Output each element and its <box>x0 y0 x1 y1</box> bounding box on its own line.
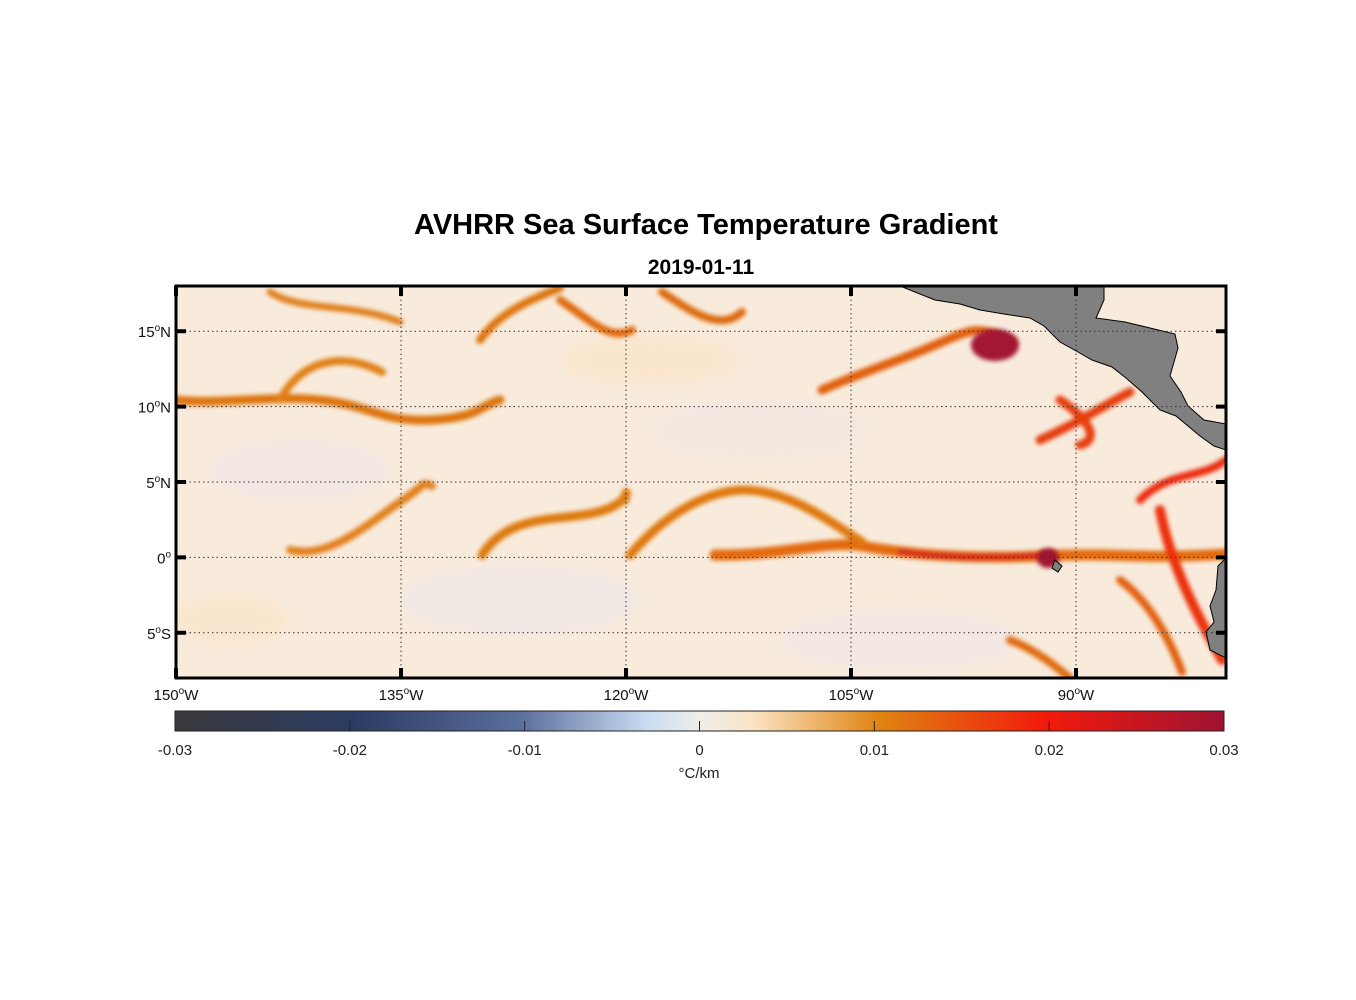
front-5n <box>625 485 867 560</box>
front-north-2 <box>476 286 564 344</box>
latitude-label: 10oN <box>138 399 171 417</box>
colorbar-tick-label: 0.02 <box>1035 742 1064 759</box>
latitude-label: 5oN <box>146 474 171 492</box>
colorbar-tick-label: -0.01 <box>508 742 542 759</box>
colorbar-ticks: -0.03 -0.02 -0.01 0 0.01 0.02 0.03 <box>158 721 1239 759</box>
longitude-label: 90oW <box>1058 686 1095 704</box>
latitude-labels: 15oN 10oN 5oN 0o 5oS <box>138 323 172 643</box>
longitude-labels: 150oW 135oW 120oW 105oW 90oW <box>154 686 1095 704</box>
front-3n-west <box>286 480 436 556</box>
front-north-4 <box>658 288 746 325</box>
chart-subtitle: 2019-01-11 <box>648 256 755 279</box>
front-north-3 <box>556 296 636 338</box>
front-east-5n <box>1136 456 1226 504</box>
axis-ticks <box>174 286 1226 678</box>
map-area <box>176 286 1226 678</box>
colorbar-label: °C/km <box>679 765 720 782</box>
colorbar-tick-label: 0.03 <box>1209 742 1238 759</box>
land-central-america <box>899 286 1226 451</box>
front-gulf <box>1035 387 1135 450</box>
colorbar-tick-label: 0.01 <box>860 742 889 759</box>
front-peru-offshore <box>1116 576 1186 676</box>
latitude-label: 5oS <box>147 625 171 643</box>
front-12n <box>276 357 386 404</box>
latitude-label: 0o <box>157 549 171 567</box>
colorbar-tick-label: -0.03 <box>158 742 192 759</box>
longitude-label: 120oW <box>604 686 650 704</box>
colorbar-tick-label: 0 <box>695 742 703 759</box>
latitude-label: 15oN <box>138 323 171 341</box>
front-10n <box>176 394 505 425</box>
front-equatorial-core <box>897 549 1048 560</box>
longitude-label: 105oW <box>829 686 875 704</box>
colorbar-tick-label: -0.02 <box>333 742 367 759</box>
land-galapagos <box>1051 559 1063 573</box>
gradient-hotspots <box>971 329 1059 568</box>
chart-title: AVHRR Sea Surface Temperature Gradient <box>414 209 998 241</box>
colorbar: -0.03 -0.02 -0.01 0 0.01 0.02 0.03 °C/km <box>158 710 1239 782</box>
longitude-label: 135oW <box>379 686 425 704</box>
thermal-fronts <box>176 286 1226 678</box>
longitude-label: 150oW <box>154 686 200 704</box>
front-north-1 <box>266 288 404 326</box>
